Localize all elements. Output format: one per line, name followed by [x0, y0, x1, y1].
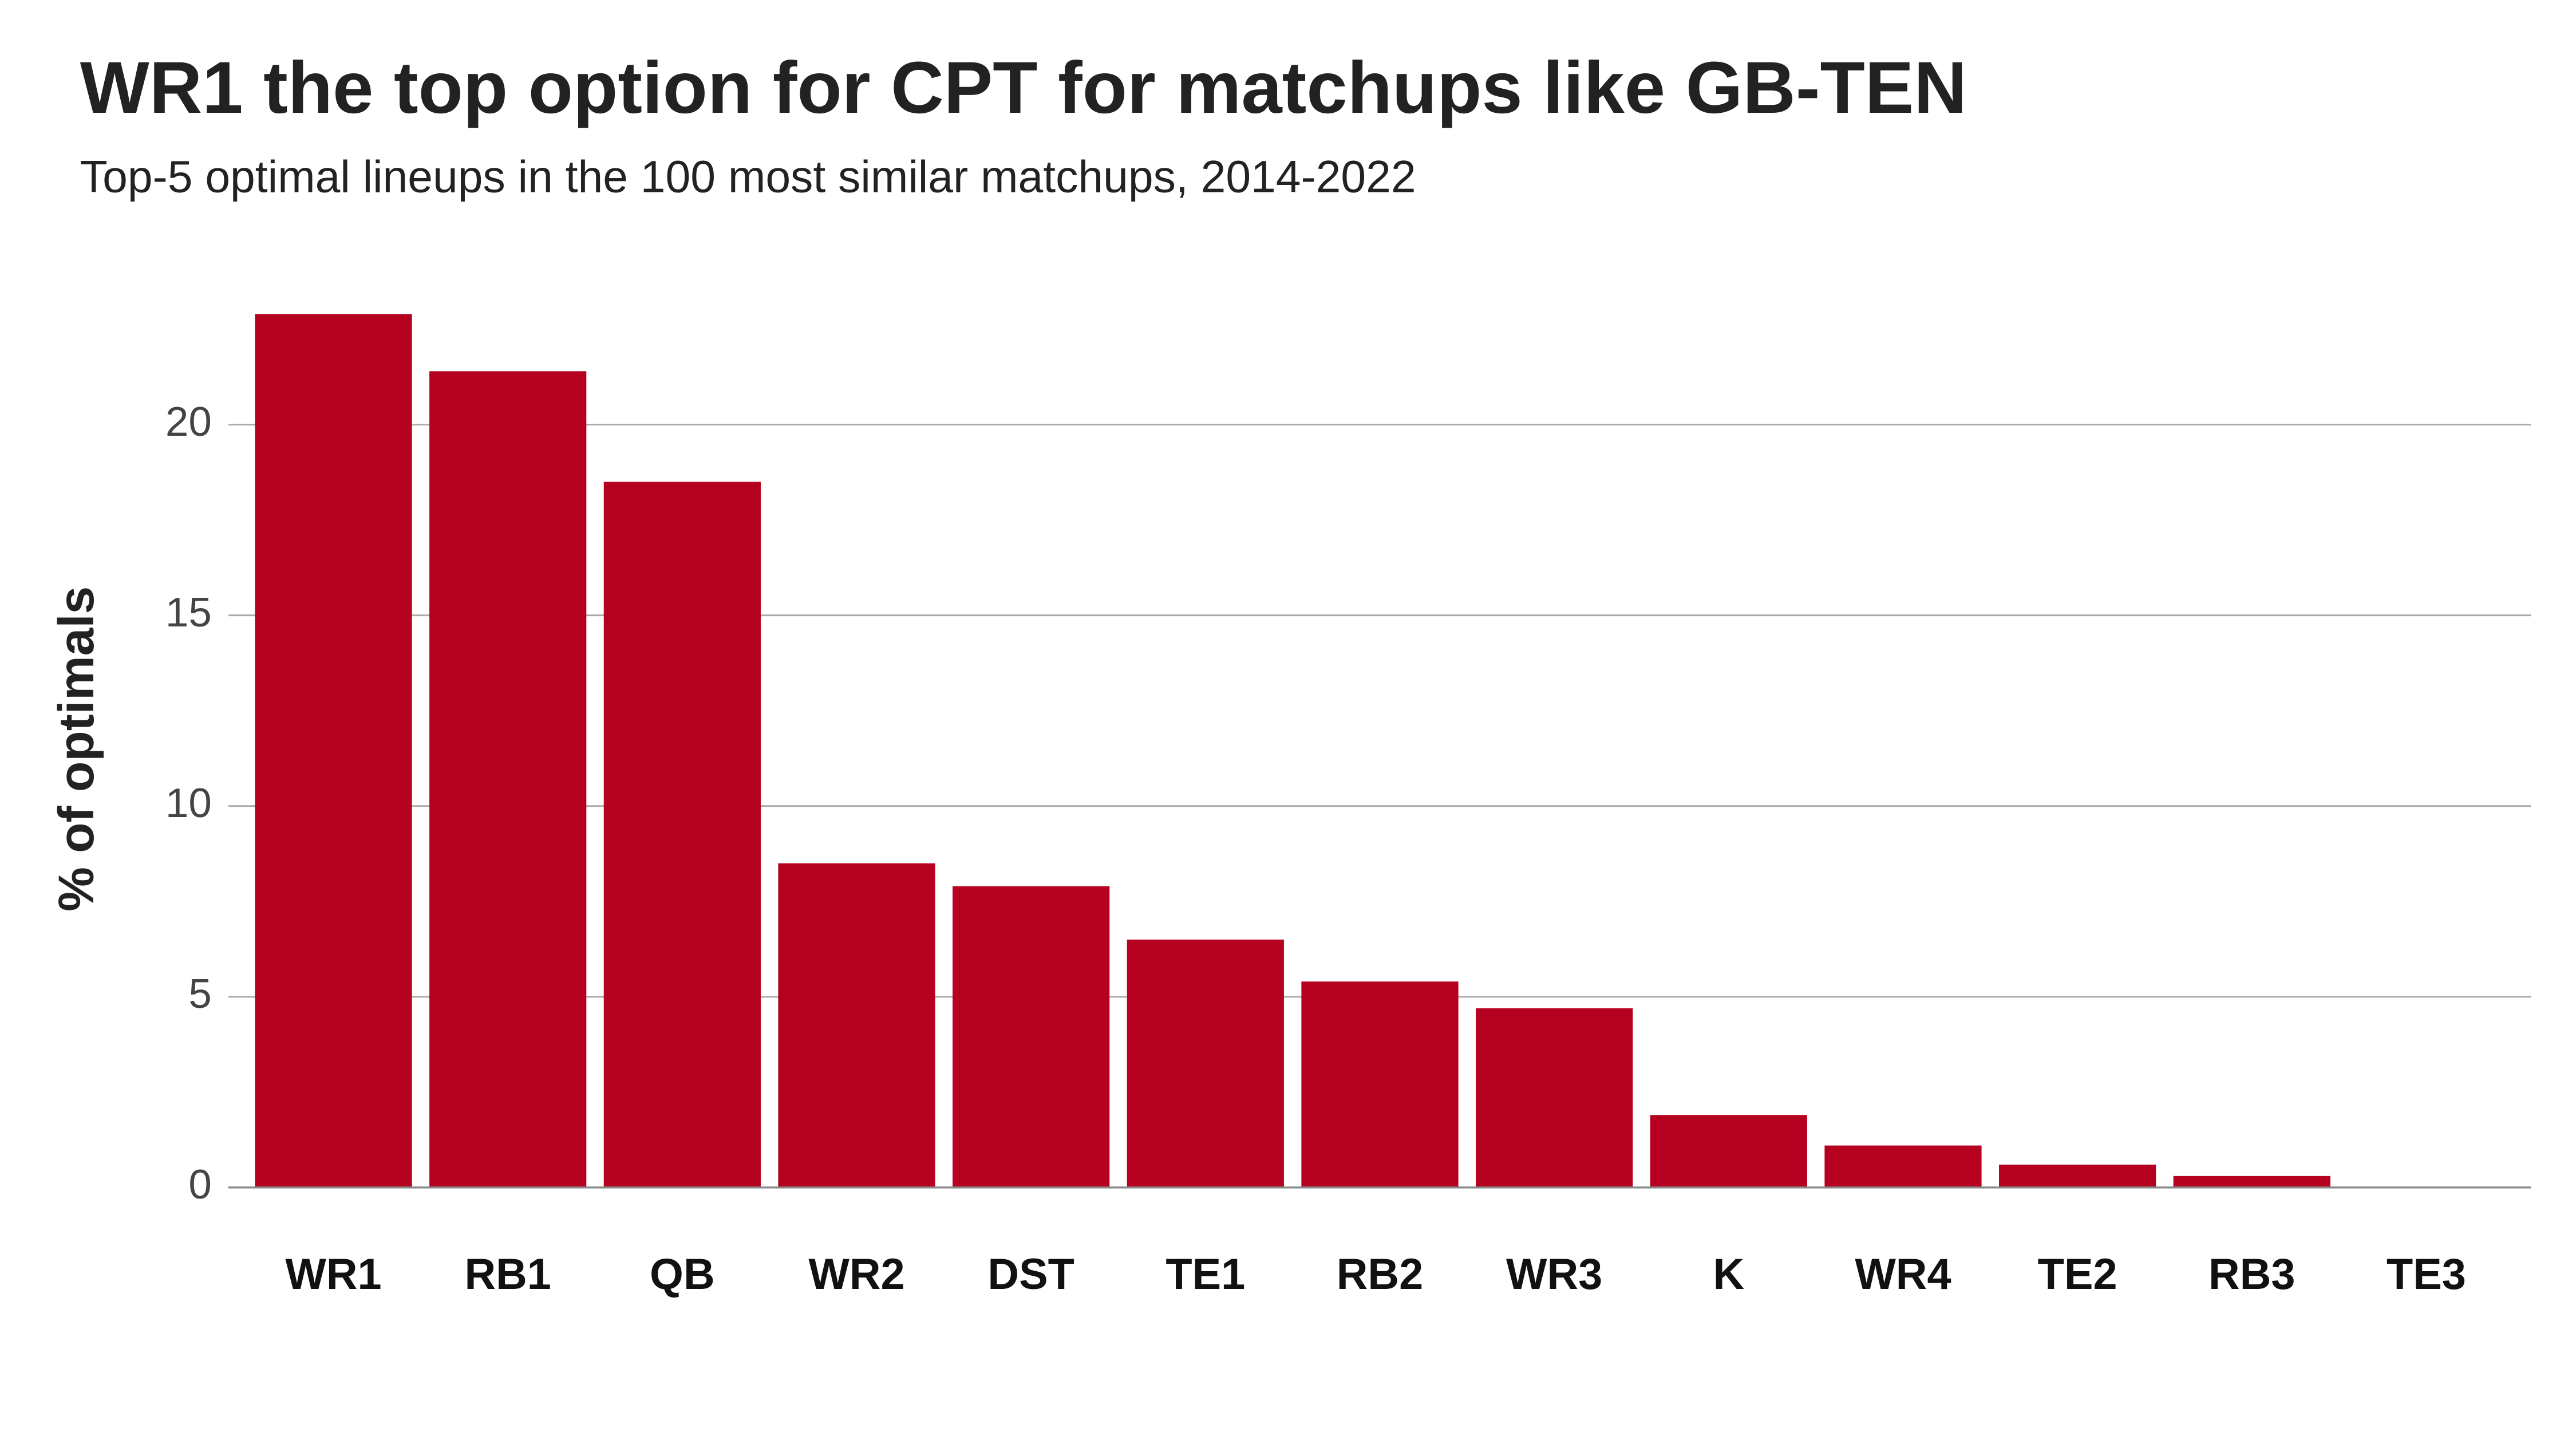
bar	[1127, 939, 1284, 1188]
x-tick-label: DST	[987, 1250, 1074, 1299]
y-tick-label: 15	[165, 589, 212, 636]
x-tick-label: RB1	[464, 1250, 551, 1299]
bar	[429, 371, 587, 1188]
bar	[1999, 1164, 2156, 1188]
bar	[1824, 1145, 1982, 1188]
chart-subtitle: Top-5 optimal lineups in the 100 most si…	[80, 151, 1416, 202]
bar	[2173, 1176, 2330, 1188]
x-tick-label: WR3	[1506, 1250, 1602, 1299]
bar	[1650, 1115, 1807, 1188]
x-tick-label: TE2	[2038, 1250, 2117, 1299]
y-tick-label: 20	[165, 399, 212, 445]
bar	[1476, 1008, 1633, 1188]
y-tick-label: 0	[188, 1161, 212, 1208]
bar	[1301, 981, 1459, 1188]
x-tick-label: K	[1713, 1250, 1744, 1299]
bar	[953, 886, 1110, 1188]
x-tick-label: WR1	[285, 1250, 381, 1299]
y-tick-label: 5	[188, 971, 212, 1017]
x-tick-label: WR4	[1855, 1250, 1951, 1299]
x-tick-label: TE3	[2387, 1250, 2466, 1299]
bar	[778, 863, 935, 1188]
x-tick-label: WR2	[808, 1250, 904, 1299]
y-axis-label: % of optimals	[48, 586, 104, 912]
bar	[603, 482, 761, 1188]
x-tick-label: RB3	[2208, 1250, 2295, 1299]
chart-title: WR1 the top option for CPT for matchups …	[80, 47, 1967, 129]
x-tick-label: TE1	[1165, 1250, 1245, 1299]
x-tick-label: QB	[650, 1250, 715, 1299]
x-tick-label: RB2	[1337, 1250, 1423, 1299]
y-tick-label: 10	[165, 780, 212, 826]
bar	[255, 314, 412, 1188]
